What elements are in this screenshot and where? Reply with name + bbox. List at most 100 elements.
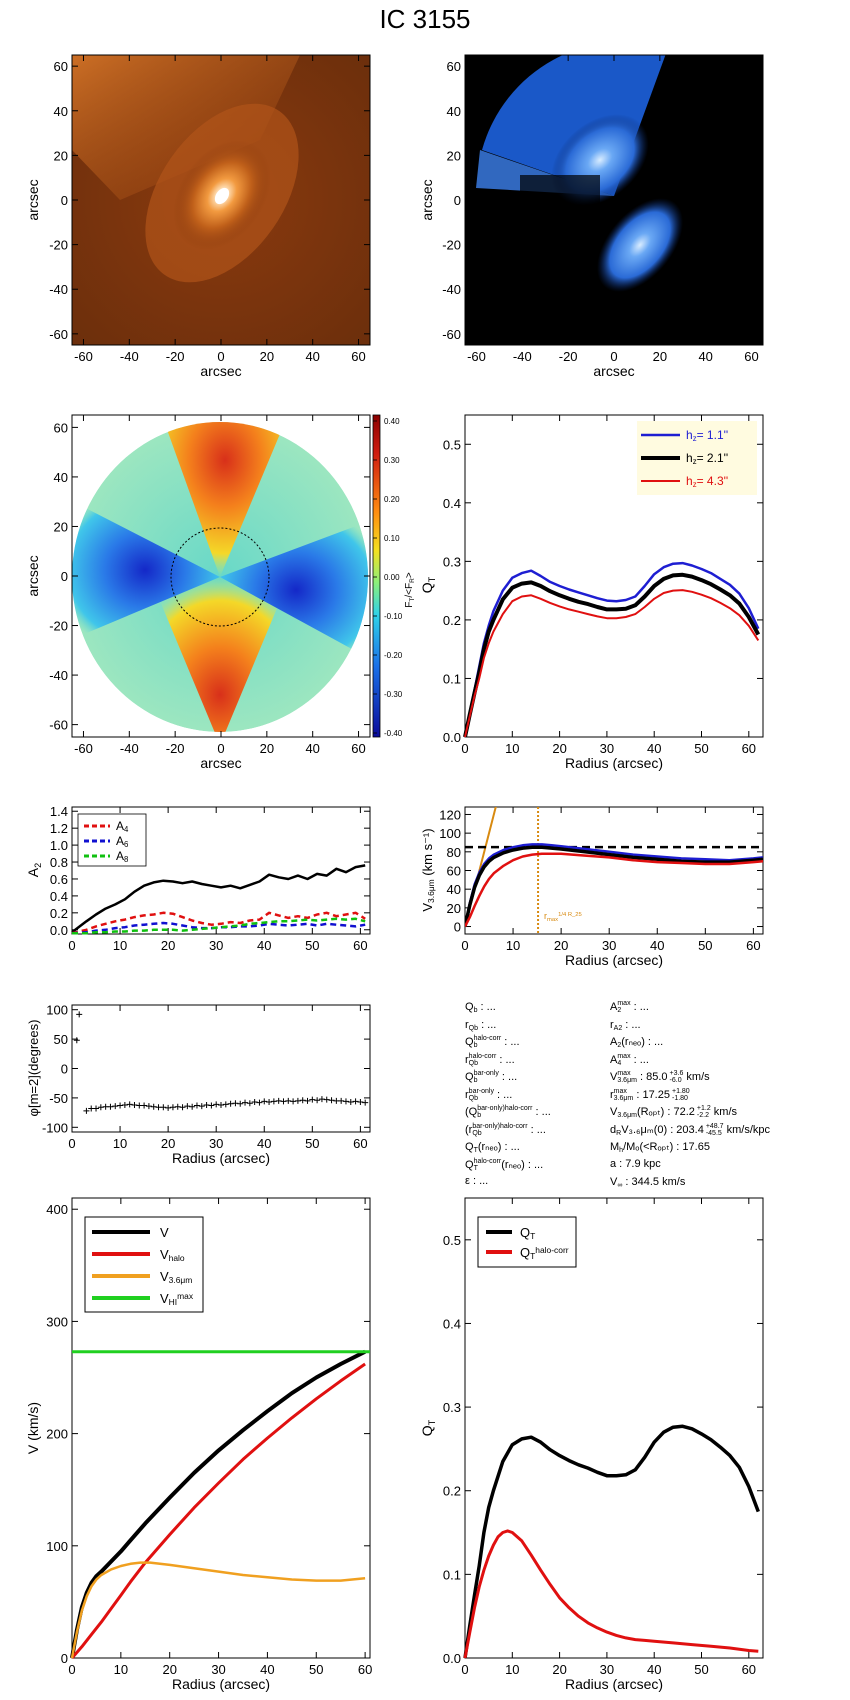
param-right-1: r A2 : ... [610, 1018, 641, 1032]
param-right-10: V ∞ : 344.5 km/s [610, 1175, 686, 1189]
vrot-xtick-label: 10 [506, 938, 520, 953]
vcomp-ytick-label: 400 [46, 1202, 68, 1217]
phase-xtick-label: 60 [353, 1136, 367, 1151]
force-map-ytick-label: 0 [61, 569, 68, 584]
img-blue-ytick-label: -40 [442, 282, 461, 297]
blue-image-panel [465, 55, 763, 345]
img-nir-ytick-label: -40 [49, 282, 68, 297]
vrot-axes: 0 10 20 30 40 50 60 0 20 40 60 80 100 120 Radius (arcs… [439, 806, 764, 968]
phase-point [126, 1101, 133, 1108]
phase-point [141, 1102, 148, 1109]
qt-halo-xtick-label: 40 [647, 1662, 661, 1677]
param-right-9: a : 7.9 kpc [610, 1157, 661, 1170]
vcomp-ytick-label: 200 [46, 1427, 68, 1442]
phase-point [232, 1100, 239, 1107]
param-right-8: M h/Mₒ(<Rₒₚₜ) : 17.65 [610, 1140, 710, 1154]
vrot-xlabel: Radius (arcsec) [565, 952, 663, 968]
img-blue-ytick-label: -60 [442, 327, 461, 342]
phase-point [309, 1096, 316, 1103]
qt-hz-xlabel: Radius (arcsec) [565, 755, 663, 771]
phase-point [290, 1098, 297, 1105]
qt-halo-xlabel: Radius (arcsec) [565, 1676, 663, 1692]
force-map-xtick-label: -60 [74, 741, 93, 756]
param-left-5: r bar-only Qb : ... [465, 1087, 513, 1102]
a2-ytick-label: 1.2 [50, 821, 68, 836]
a2-frame [71, 806, 371, 935]
force-map-xtick-label: 0 [217, 741, 224, 756]
img-nir-ytick-label: 40 [54, 104, 68, 119]
param-right-2: A 2 (rₙₑₒ) : ... [610, 1035, 664, 1049]
a2-ytick-label: 1.0 [50, 838, 68, 853]
img-blue-ylabel: arcsec [419, 179, 435, 220]
colorbar-tick-label: -0.30 [384, 690, 403, 699]
vrot-ylabel: V3.6μm (km s⁻¹) [420, 828, 436, 911]
vcomp-legend-label-2: V3.6μm [160, 1269, 192, 1285]
a2-xtick-label: 30 [209, 938, 223, 953]
force-map-axes: -60 -40 -20 0 20 40 60 -60 -40 -20 0 20 40 60 arcsec [49, 414, 371, 771]
a2-series-3 [72, 917, 366, 935]
a2-legend-box [77, 813, 147, 867]
img-blue-ytick-label: -20 [442, 238, 461, 253]
img-nir-ytick-label: 60 [54, 59, 68, 74]
force-map-blue-lobe-left [72, 500, 220, 640]
qt-hz-ytick-label: 0.1 [443, 671, 461, 686]
phase-point [242, 1099, 249, 1106]
qt-hz-xtick-label: 30 [600, 741, 614, 756]
colorbar-tick-label: 0.20 [384, 495, 400, 504]
qt-hz-ytick-label: 0.0 [443, 730, 461, 745]
img-nir-ylabel: arcsec [25, 179, 41, 220]
colorbar-tick-label: 0.40 [384, 417, 400, 426]
vrot-xtick-label: 30 [602, 938, 616, 953]
force-map-bar-radius-circle [170, 527, 270, 627]
img-nir-axes: -60 -40 -20 0 20 40 60 -60 -40 -20 0 20 40 60 arcsec [49, 54, 371, 379]
force-map-ytick-label: -40 [49, 668, 68, 683]
phase-point [112, 1103, 119, 1110]
img-blue-ytick-label: 60 [447, 59, 461, 74]
colorbar-tick-label: -0.40 [384, 729, 403, 738]
phase-point [121, 1101, 128, 1108]
phase-point [189, 1103, 196, 1110]
vrot-ytick-label: 0 [454, 920, 461, 935]
param-right-5: r max 3.6μm : 17.25 +1.80 -1.80 [610, 1087, 690, 1102]
qt-halo-legend-label-1: QThalo-corr [520, 1245, 569, 1262]
a2-ytick-label: 0.6 [50, 872, 68, 887]
phase-point [83, 1107, 90, 1114]
qt-hz-series-2 [464, 589, 760, 738]
phase-point [174, 1103, 181, 1110]
param-right-6: V 3.6μm (Rₒₚₜ) : 72.2 +1.2 -2.2 km/s [610, 1105, 738, 1119]
img-blue-axes: -60 -40 -20 0 20 40 60 -60 -40 -20 0 20 40 60 arcsec [442, 54, 764, 379]
phase-point [208, 1102, 215, 1109]
vrot-rmax-label: rmax1/4 R_25 [544, 911, 582, 923]
colorbar-tick-label: 0.10 [384, 534, 400, 543]
force-map-xlabel: arcsec [200, 755, 241, 771]
param-right-7: d R V₃.₆μₘ(0) : 203.4 +48.7 -45.5 km/s/kpc [610, 1122, 770, 1137]
phase-xtick-label: 10 [113, 1136, 127, 1151]
force-map-ylabel: arcsec [25, 555, 41, 596]
qt-hz-xtick-label: 0 [461, 741, 468, 756]
phase-point [169, 1104, 176, 1111]
force-map-xtick-label: 20 [260, 741, 274, 756]
phase-point [261, 1098, 268, 1105]
vcomp-xtick-label: 60 [358, 1662, 372, 1677]
phase-point [131, 1101, 138, 1108]
vcomp-legend-label-3: VHImax [160, 1291, 194, 1308]
phase-point [357, 1099, 364, 1106]
phase-point [342, 1098, 349, 1105]
vcomp-xtick-label: 20 [162, 1662, 176, 1677]
qt-halo-series-0 [463, 1424, 760, 1659]
phase-point [280, 1098, 287, 1105]
blue-image-dark-gap [520, 175, 600, 215]
img-nir-ytick-label: -60 [49, 327, 68, 342]
phase-xtick-label: 30 [209, 1136, 223, 1151]
phase-xtick-label: 0 [68, 1136, 75, 1151]
a2-ylabel: A2 [25, 863, 43, 877]
colorbar-label: FT/<FR> [404, 572, 416, 608]
qt-hz-xtick-label: 40 [647, 741, 661, 756]
phase-point [270, 1098, 277, 1105]
qt-halo-xtick-label: 20 [552, 1662, 566, 1677]
phase-point [294, 1097, 301, 1104]
img-nir-xtick-label: -60 [74, 349, 93, 364]
